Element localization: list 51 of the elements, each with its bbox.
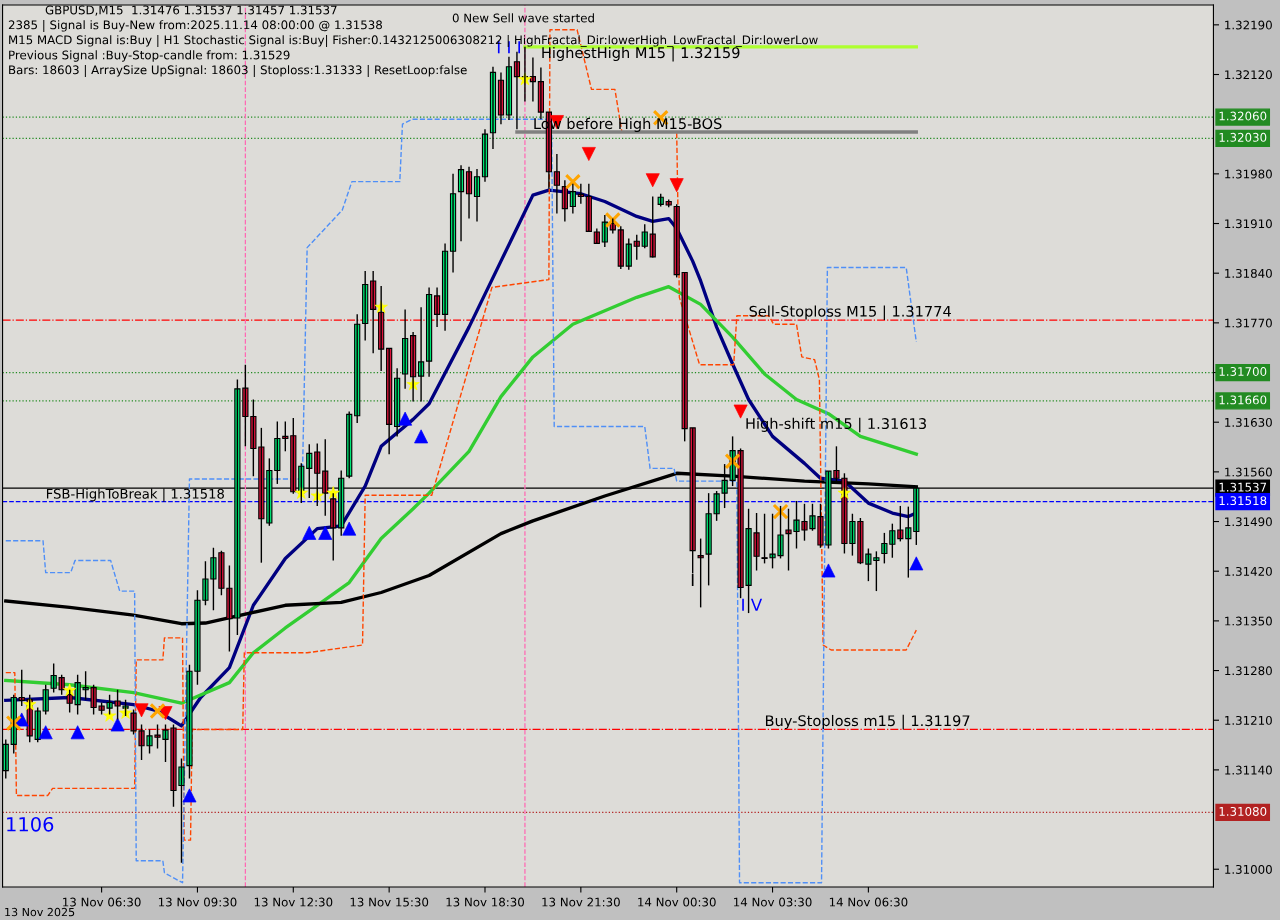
point	[149, 702, 166, 720]
y-tick-label: 1.31630	[1225, 417, 1272, 427]
ref-line-label: 1.31660	[1219, 395, 1267, 405]
x-tick-label: 14 Nov 06:30	[829, 897, 908, 907]
point	[564, 173, 581, 190]
annotation: I	[691, 573, 694, 586]
ref-line-label: 1.32030	[1219, 132, 1267, 142]
annotation: Sell-Stoploss M15 | 1.31774	[749, 305, 951, 321]
y-tick-label: 1.31210	[1225, 715, 1272, 725]
text: 13 Nov 2025	[5, 907, 75, 917]
y-tick-label: 1.31490	[1225, 517, 1272, 527]
point	[604, 211, 621, 229]
y-tick-label: 1.31840	[1225, 268, 1272, 278]
y-tick-label: 1.31910	[1225, 219, 1272, 229]
chart-title: GBPUSD,M15 1.31476 1.31537 1.31457 1.31537	[45, 5, 337, 16]
y-tick-label: 1.31000	[1225, 864, 1272, 874]
annotation: I V	[742, 598, 763, 611]
x-tick-label: 13 Nov 18:30	[446, 897, 525, 907]
point	[5, 714, 22, 732]
y-tick-label: 1.31560	[1225, 467, 1272, 477]
x-tick-label: 14 Nov 00:30	[638, 897, 716, 907]
x-tick-label: 13 Nov 12:30	[254, 897, 333, 907]
annotation: 1106	[7, 816, 54, 832]
point	[772, 503, 789, 520]
annotation: Buy-Stoploss m15 | 1.31197	[765, 714, 970, 730]
x-tick-label: 13 Nov 06:30	[63, 897, 141, 907]
candlestick	[697, 537, 704, 609]
annotation: Bars: 18603 | ArraySize UpSignal: 18603 | Stoploss:1.31333 | ResetLoop:false	[9, 65, 467, 77]
ref-line-label: 1.31518	[1219, 496, 1267, 506]
ref-line-label: 1.31700	[1219, 367, 1267, 376]
y-tick-label: 1.31350	[1225, 616, 1272, 626]
point	[724, 453, 741, 470]
annotation: 2385 | Signal is Buy-New from:2025.11.14 08:00:00 @ 1.31538	[8, 20, 382, 32]
y-tick-label: 1.31420	[1225, 566, 1272, 576]
x-tick-label: 14 Nov 03:30	[734, 897, 812, 907]
x-tick-label: 13 Nov 09:30	[158, 897, 237, 907]
y-tick-label: 1.31280	[1225, 666, 1272, 676]
ref-line-label: 1.31537	[1219, 482, 1267, 492]
ref-line-label: 1.32060	[1219, 111, 1267, 121]
annotation: Previous Signal :Buy-Stop-candle from: 1.31529	[9, 50, 290, 62]
y-tick-label: 1.31770	[1225, 318, 1272, 328]
y-tick-label: 1.32190	[1225, 20, 1272, 30]
ref-line-label: 1.31080	[1219, 806, 1267, 816]
annotation: 0 New Sell wave started	[452, 13, 594, 23]
x-tick-label: 13 Nov 21:30	[542, 897, 620, 907]
y-tick-label: 1.31140	[1225, 765, 1272, 775]
annotation: FSB-HighToBreak | 1.31518	[46, 488, 224, 502]
y-tick-label: 1.31980	[1225, 169, 1272, 179]
annotation: HighestHigh M15 | 1.32159	[542, 46, 740, 62]
x-tick-label: 13 Nov 15:30	[350, 897, 429, 907]
y-tick-label: 1.32120	[1225, 70, 1272, 80]
